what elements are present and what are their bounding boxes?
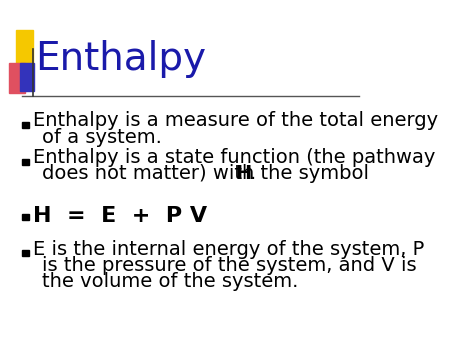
Bar xyxy=(22,214,29,220)
Text: of a system.: of a system. xyxy=(42,128,162,147)
Text: H: H xyxy=(235,164,252,183)
Bar xyxy=(20,63,34,91)
Bar xyxy=(22,122,29,128)
Text: H  =  E  +  P V: H = E + P V xyxy=(32,206,207,226)
Text: Enthalpy: Enthalpy xyxy=(36,40,207,78)
Bar xyxy=(22,159,29,165)
Text: Enthalpy is a state function (the pathway: Enthalpy is a state function (the pathwa… xyxy=(32,148,435,167)
Text: the volume of the system.: the volume of the system. xyxy=(42,272,298,291)
Text: is the pressure of the system, and V is: is the pressure of the system, and V is xyxy=(42,256,416,275)
Text: Enthalpy is a measure of the total energy: Enthalpy is a measure of the total energ… xyxy=(32,111,438,130)
Bar xyxy=(9,63,25,93)
Text: .: . xyxy=(250,164,256,183)
Bar xyxy=(16,30,32,64)
Text: does not matter) with the symbol: does not matter) with the symbol xyxy=(42,164,375,183)
Text: E is the internal energy of the system, P: E is the internal energy of the system, … xyxy=(32,240,424,259)
Bar xyxy=(22,250,29,256)
